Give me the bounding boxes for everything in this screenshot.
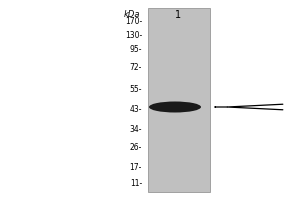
- Text: 43-: 43-: [130, 106, 142, 114]
- Text: 11-: 11-: [130, 178, 142, 188]
- Text: 130-: 130-: [125, 30, 142, 40]
- Text: 26-: 26-: [130, 144, 142, 152]
- Text: 17-: 17-: [130, 162, 142, 171]
- Text: 34-: 34-: [130, 126, 142, 134]
- Bar: [148, 8, 210, 192]
- Text: 95-: 95-: [130, 46, 142, 54]
- Text: 170-: 170-: [125, 18, 142, 26]
- Text: 72-: 72-: [130, 62, 142, 72]
- Text: kDa: kDa: [124, 10, 140, 19]
- Text: 55-: 55-: [130, 86, 142, 95]
- Text: 1: 1: [175, 10, 181, 20]
- Ellipse shape: [149, 102, 201, 112]
